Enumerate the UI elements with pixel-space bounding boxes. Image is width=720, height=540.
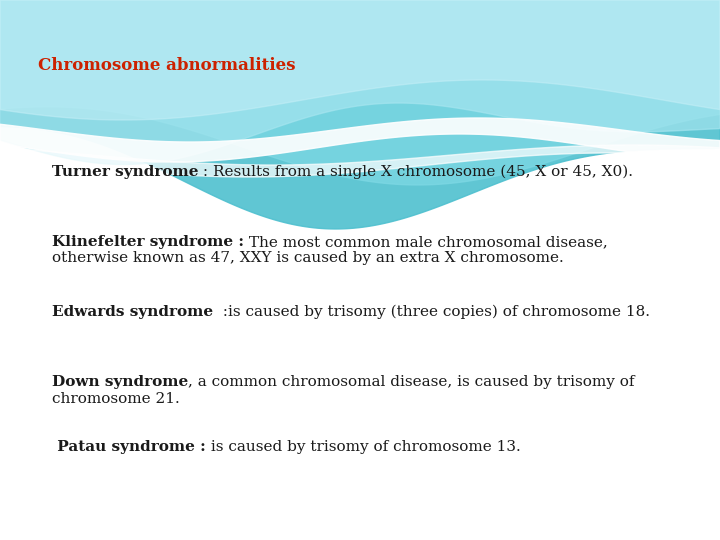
Polygon shape xyxy=(0,0,720,185)
Polygon shape xyxy=(0,0,720,165)
Text: :is caused by trisomy (three copies) of chromosome 18.: :is caused by trisomy (three copies) of … xyxy=(213,305,650,320)
Polygon shape xyxy=(0,0,720,229)
Text: is caused by trisomy of chromosome 13.: is caused by trisomy of chromosome 13. xyxy=(206,440,521,454)
Text: Down syndrome: Down syndrome xyxy=(52,375,188,389)
Text: Klinefelter syndrome :: Klinefelter syndrome : xyxy=(52,235,244,249)
Text: Edwards syndrome: Edwards syndrome xyxy=(52,305,213,319)
Text: The most common male chromosomal disease,: The most common male chromosomal disease… xyxy=(244,235,608,249)
Text: Patau syndrome :: Patau syndrome : xyxy=(52,440,206,454)
Text: Chromosome abnormalities: Chromosome abnormalities xyxy=(38,57,295,73)
Text: , a common chromosomal disease, is caused by trisomy of: , a common chromosomal disease, is cause… xyxy=(188,375,635,389)
Text: : Results from a single X chromosome (45, X or 45, X0).: : Results from a single X chromosome (45… xyxy=(199,165,634,179)
Text: Turner syndrome: Turner syndrome xyxy=(52,165,199,179)
Text: otherwise known as 47, XXY is caused by an extra X chromosome.: otherwise known as 47, XXY is caused by … xyxy=(52,252,564,265)
Polygon shape xyxy=(0,0,720,120)
Text: chromosome 21.: chromosome 21. xyxy=(52,392,180,406)
